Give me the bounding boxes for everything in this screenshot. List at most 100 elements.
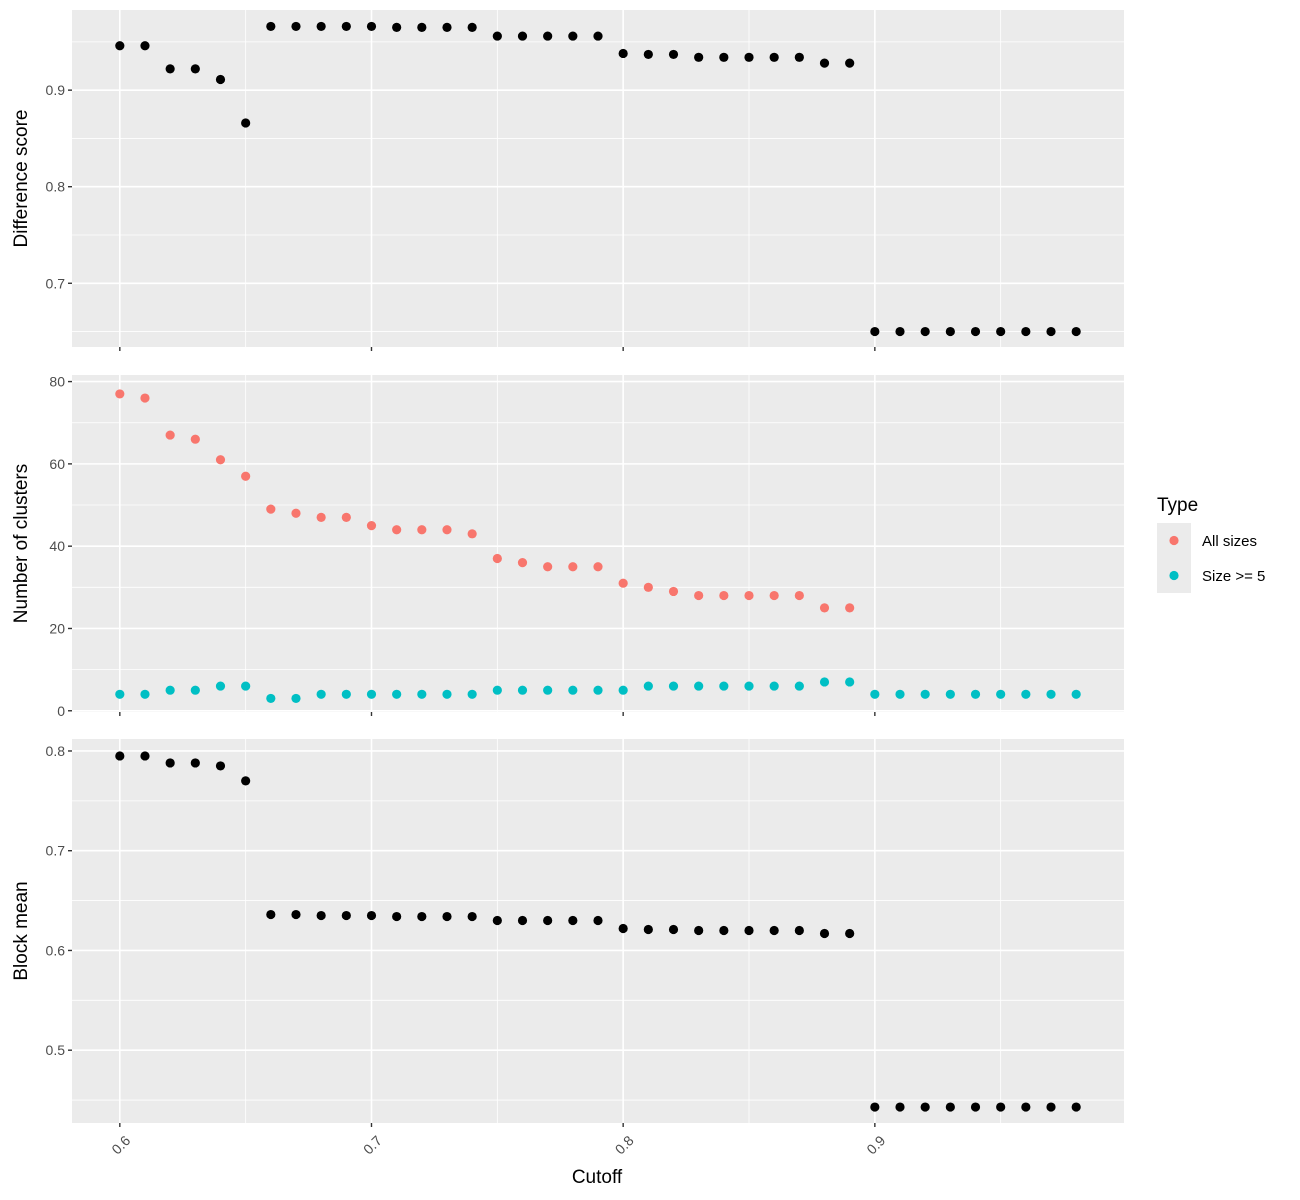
data-point — [266, 909, 276, 920]
data-point — [744, 681, 754, 691]
data-point — [316, 910, 326, 921]
panel-background — [72, 375, 1124, 712]
data-point — [442, 911, 452, 922]
x-axis-title: Cutoff — [572, 1167, 623, 1188]
data-point — [543, 685, 553, 695]
data-point — [643, 681, 653, 691]
data-point — [341, 910, 351, 921]
data-point — [492, 915, 502, 926]
data-point — [819, 58, 830, 68]
data-point — [1071, 689, 1081, 699]
data-point — [442, 22, 452, 32]
data-point — [165, 758, 175, 768]
data-point — [291, 909, 301, 920]
panel-1: 0.7 0.8 0.9 Difference score — [11, 10, 1124, 351]
data-point — [920, 689, 930, 699]
data-point — [945, 689, 955, 699]
data-point — [115, 389, 125, 399]
data-point — [719, 925, 729, 936]
data-point — [845, 58, 855, 68]
panel-2: 0 20 40 60 80 Number of clusters — [11, 374, 1124, 719]
data-point — [215, 761, 226, 771]
data-point — [316, 21, 326, 32]
data-point — [467, 22, 477, 32]
data-point — [794, 925, 804, 936]
data-point — [492, 685, 502, 695]
data-point — [115, 751, 125, 761]
data-point — [694, 925, 704, 936]
panel-3: 0.5 0.6 0.7 0.8 0.6 0.7 0.8 0.9 Block mean — [11, 739, 1124, 1157]
data-point — [870, 1102, 880, 1112]
y-tick-label: 0 — [57, 703, 65, 719]
data-point — [845, 928, 855, 939]
y-axis-title: Number of clusters — [11, 464, 32, 623]
data-point — [517, 558, 528, 568]
data-point — [794, 52, 804, 62]
data-point — [417, 689, 427, 699]
data-point — [769, 681, 779, 691]
data-point — [920, 326, 930, 337]
data-point — [291, 21, 301, 32]
data-point — [694, 590, 704, 601]
data-point — [719, 681, 729, 691]
data-point — [291, 693, 301, 704]
data-point — [1046, 1102, 1056, 1112]
data-point — [618, 685, 628, 695]
series-1 — [115, 751, 1081, 1112]
data-point — [970, 1102, 981, 1112]
data-point — [970, 689, 981, 699]
data-point — [241, 776, 251, 786]
data-point — [140, 751, 150, 761]
data-point — [643, 924, 653, 935]
data-point — [568, 915, 578, 926]
data-point — [819, 677, 830, 687]
y-tick-label: 0.8 — [46, 743, 66, 759]
data-point — [215, 74, 226, 85]
data-point — [744, 590, 754, 601]
y-tick-label: 0.6 — [46, 942, 66, 958]
series-2 — [115, 677, 1081, 704]
data-point — [769, 925, 779, 936]
data-point — [366, 521, 377, 531]
data-point — [920, 1102, 930, 1112]
data-point — [970, 326, 981, 337]
data-point — [215, 681, 226, 691]
data-point — [543, 562, 553, 572]
legend-key-point — [1169, 570, 1179, 581]
data-point — [769, 52, 779, 62]
data-point — [517, 31, 528, 41]
data-point — [1071, 1102, 1081, 1112]
data-point — [241, 118, 251, 128]
data-point — [366, 910, 377, 921]
data-point — [945, 326, 955, 337]
data-point — [543, 915, 553, 926]
data-point — [870, 326, 880, 337]
legend-title: Type — [1157, 495, 1198, 516]
data-point — [467, 689, 477, 699]
data-point — [215, 455, 226, 465]
data-point — [744, 925, 754, 936]
data-point — [366, 21, 377, 32]
data-point — [165, 685, 175, 695]
x-tick-label: 0.6 — [108, 1132, 133, 1157]
x-tick-label: 0.7 — [360, 1132, 385, 1157]
data-point — [1046, 689, 1056, 699]
data-point — [140, 689, 150, 699]
data-point — [543, 31, 553, 41]
data-point — [694, 52, 704, 62]
data-point — [115, 41, 125, 51]
panels: 0.7 0.8 0.9 Difference score 0 20 40 60 80 Number… — [11, 10, 1124, 1157]
data-point — [492, 553, 502, 564]
series-1 — [115, 389, 855, 613]
data-point — [719, 52, 729, 62]
y-tick-label: 40 — [49, 538, 65, 554]
data-point — [241, 681, 251, 691]
data-point — [870, 689, 880, 699]
data-point — [895, 1102, 905, 1112]
data-point — [1021, 326, 1031, 337]
legend-key-point — [1169, 535, 1179, 546]
data-point — [392, 525, 402, 535]
data-point — [593, 562, 603, 572]
panel-background — [72, 739, 1124, 1123]
data-point — [165, 64, 175, 74]
